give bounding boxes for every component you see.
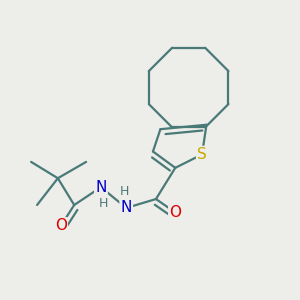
Text: S: S	[197, 147, 207, 162]
Text: N: N	[121, 200, 132, 215]
Text: H: H	[99, 197, 109, 210]
Text: N: N	[95, 180, 106, 195]
Text: H: H	[120, 185, 129, 198]
Text: O: O	[55, 218, 67, 233]
Text: O: O	[169, 205, 181, 220]
